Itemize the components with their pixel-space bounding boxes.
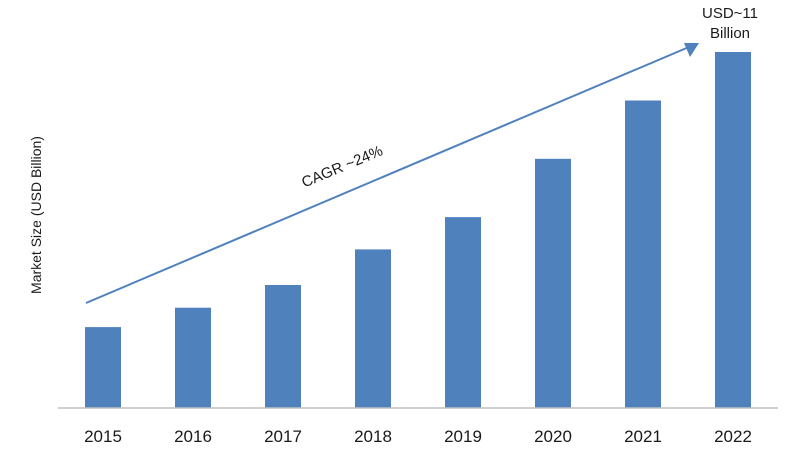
bar-2018 xyxy=(355,249,391,408)
bar-2016 xyxy=(175,307,211,408)
x-tick-label-2015: 2015 xyxy=(84,427,122,446)
bar-2019 xyxy=(445,217,481,408)
x-tick-labels: 2015 2016 2017 2018 2019 2020 2021 2022 xyxy=(84,427,752,446)
x-tick-label-2022: 2022 xyxy=(714,427,752,446)
end-value-label-line1: USD~11 xyxy=(702,5,758,22)
end-value-label-line2: Billion xyxy=(710,25,750,42)
cagr-arrow xyxy=(85,43,699,304)
bar-2022 xyxy=(715,52,751,408)
cagr-arrow-line xyxy=(85,43,697,304)
bar-2020 xyxy=(535,158,571,408)
x-tick-label-2016: 2016 xyxy=(174,427,212,446)
x-tick-label-2017: 2017 xyxy=(264,427,302,446)
x-tick-label-2021: 2021 xyxy=(624,427,662,446)
arrowhead-icon xyxy=(684,43,699,57)
bars-group xyxy=(85,52,751,408)
x-tick-label-2019: 2019 xyxy=(444,427,482,446)
x-tick-label-2020: 2020 xyxy=(534,427,572,446)
y-axis-title: Market Size (USD Billion) xyxy=(28,136,44,294)
cagr-label: CAGR ~24% xyxy=(299,142,385,191)
bar-2015 xyxy=(85,327,121,408)
bar-2021 xyxy=(625,100,661,408)
x-tick-label-2018: 2018 xyxy=(354,427,392,446)
bar-2017 xyxy=(265,285,301,408)
